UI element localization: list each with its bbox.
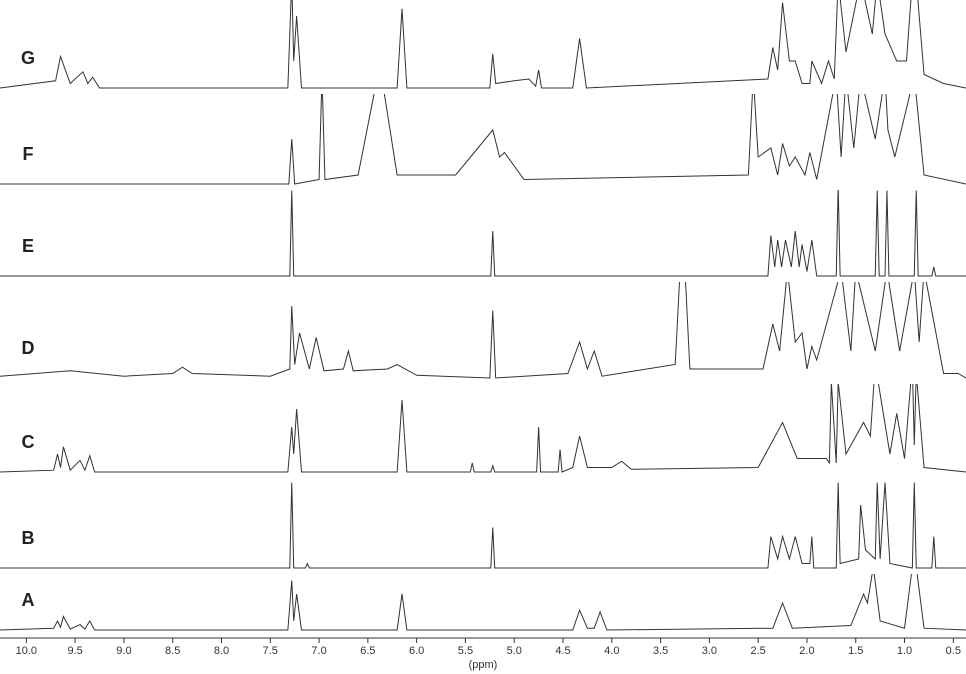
x-tick-label: 3.5 — [653, 645, 668, 657]
x-tick-label: 1.5 — [848, 645, 863, 657]
x-tick-label: 5.0 — [507, 645, 522, 657]
x-tick-label: 2.0 — [799, 645, 814, 657]
spectrum-label: E — [22, 236, 34, 256]
spectrum-line — [0, 94, 966, 185]
spectrum-label: F — [23, 144, 34, 164]
spectrum-line — [0, 190, 966, 277]
x-tick-label: 0.5 — [946, 645, 961, 657]
x-axis-label: (ppm) — [469, 659, 498, 671]
spectrum-label: D — [22, 338, 35, 358]
x-tick-label: 8.5 — [165, 645, 180, 657]
x-tick-label: 2.5 — [751, 645, 766, 657]
x-tick-label: 6.5 — [360, 645, 375, 657]
x-tick-label: 1.0 — [897, 645, 912, 657]
x-tick-label: 7.5 — [263, 645, 278, 657]
spectrum-line — [0, 384, 966, 473]
x-tick-label: 3.0 — [702, 645, 717, 657]
x-tick-label: 4.5 — [555, 645, 570, 657]
spectrum-line — [0, 574, 966, 631]
spectrum-label: G — [21, 48, 35, 68]
x-tick-label: 4.0 — [604, 645, 619, 657]
x-tick-label: 7.0 — [311, 645, 326, 657]
x-tick-label: 9.0 — [116, 645, 131, 657]
x-tick-label: 10.0 — [16, 645, 37, 657]
x-tick-label: 5.5 — [458, 645, 473, 657]
spectrum-line — [0, 482, 966, 569]
spectrum-label: C — [22, 432, 35, 452]
spectrum-line — [0, 0, 966, 89]
spectrum-label: B — [22, 528, 35, 548]
spectrum-label: A — [22, 590, 35, 610]
x-tick-label: 6.0 — [409, 645, 424, 657]
x-tick-label: 9.5 — [67, 645, 82, 657]
spectrum-line — [0, 282, 966, 379]
x-tick-label: 8.0 — [214, 645, 229, 657]
